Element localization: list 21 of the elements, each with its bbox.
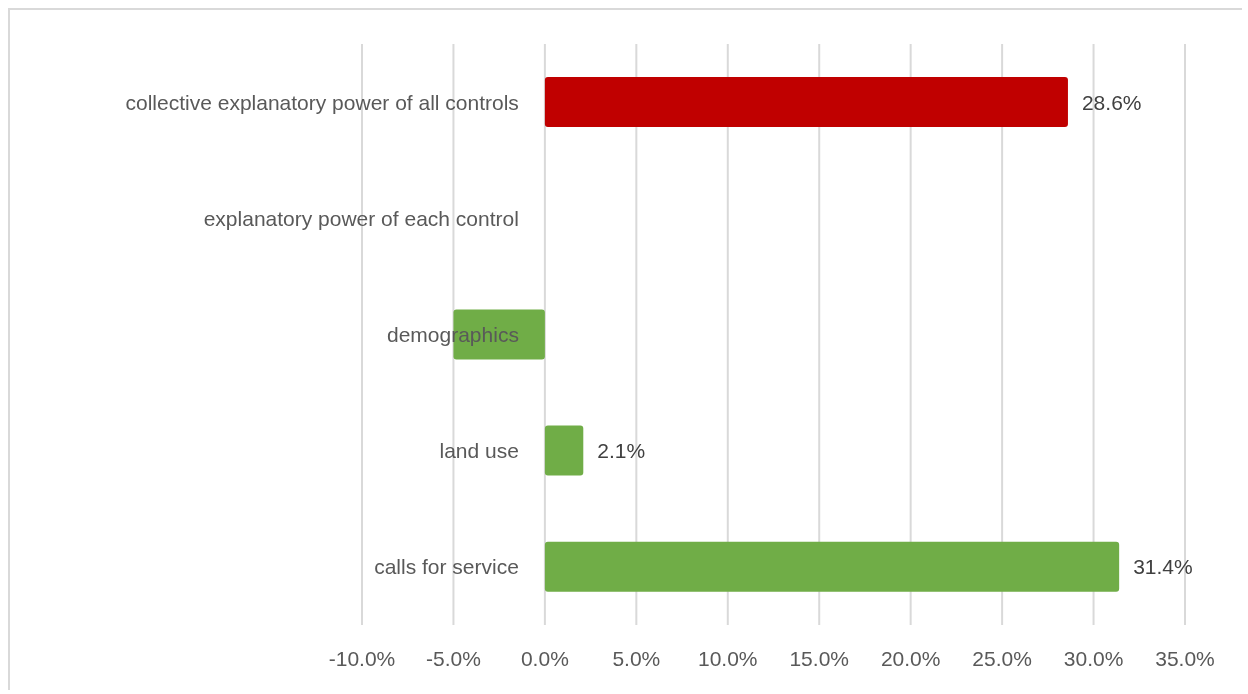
x-tick-label: 0.0% [520,647,569,671]
x-tick-label: 30.0% [1063,647,1124,671]
x-tick-label: 15.0% [789,647,849,671]
x-tick-label: 25.0% [972,647,1032,671]
y-tick-label: collective explanatory power of all controls [125,90,519,114]
x-tick-label: 20.0% [880,647,941,671]
bar [544,541,1120,592]
data-label: 2.1% [597,439,646,463]
y-tick-label: calls for service [374,555,519,579]
y-tick-label: explanatory power of each control [203,206,519,230]
bar [544,425,584,476]
data-label: 28.6% [1081,90,1142,114]
data-label: 31.4% [1133,555,1193,579]
bar [544,77,1068,127]
y-tick-label: land use [439,439,519,463]
x-tick-label: 35.0% [1155,647,1215,671]
y-tick-label: demographics [386,323,519,346]
x-tick-label: -10.0% [328,647,396,671]
x-tick-label: -5.0% [426,647,481,671]
x-tick-label: 10.0% [698,647,758,671]
x-tick-label: 5.0% [612,647,661,671]
